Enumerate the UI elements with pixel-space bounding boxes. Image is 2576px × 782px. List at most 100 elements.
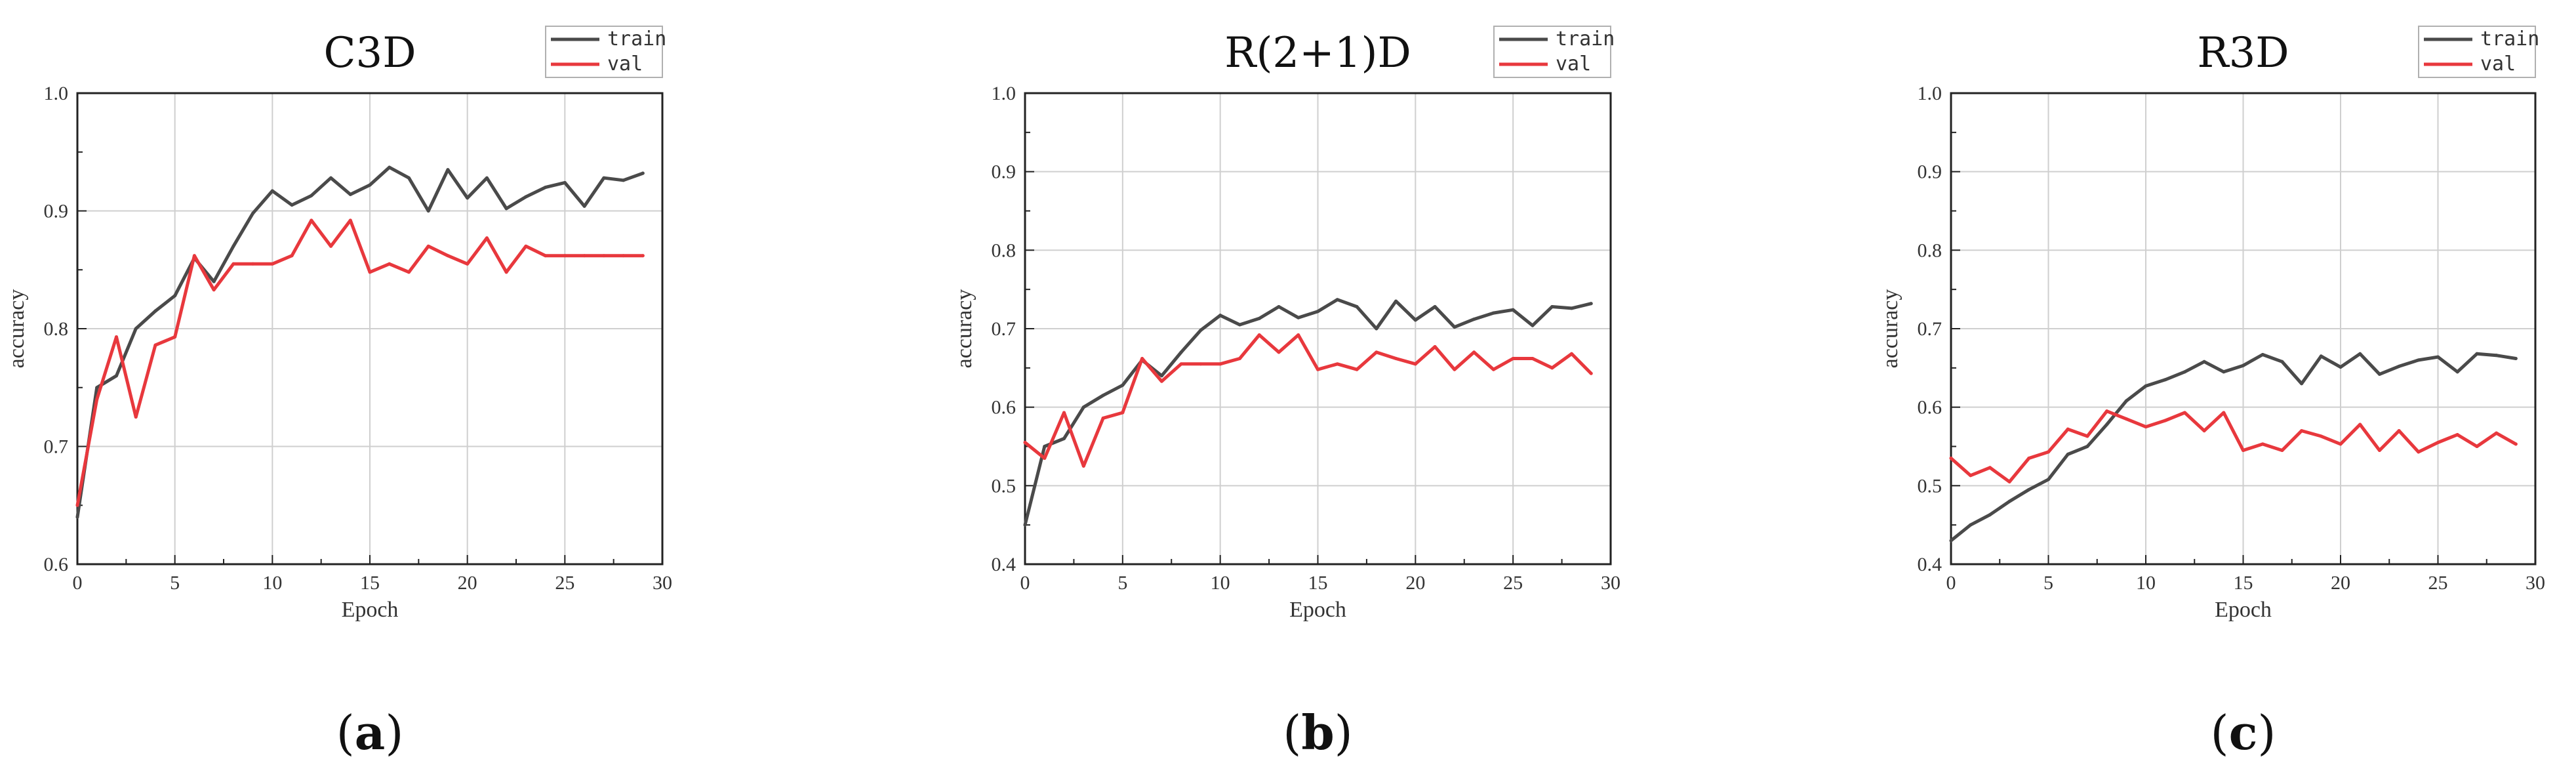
data-point-val: [2047, 450, 2050, 454]
data-point-train: [1218, 314, 1222, 318]
y-axis-label: accuracy: [5, 289, 29, 369]
data-point-train: [1179, 350, 1183, 354]
y-tick-label: 0.7: [992, 318, 1016, 340]
caption-open-paren: (: [2210, 705, 2228, 760]
series-line-val: [75, 218, 645, 507]
y-tick-label: 0.6: [44, 554, 69, 575]
data-point-val: [192, 254, 196, 258]
data-point-train: [134, 327, 138, 331]
data-point-val: [348, 218, 352, 222]
data-point-train: [641, 171, 645, 175]
data-point-val: [485, 236, 489, 240]
data-point-val: [1023, 441, 1027, 445]
data-point-val: [407, 270, 411, 274]
x-tick-label: 20: [1405, 572, 1425, 594]
x-tick-label: 0: [1020, 572, 1030, 594]
data-point-val: [1433, 345, 1437, 349]
data-point-train: [1949, 539, 1953, 543]
data-point-train: [251, 211, 255, 215]
data-point-val: [290, 254, 294, 258]
data-point-train: [1257, 316, 1261, 320]
data-point-train: [1121, 383, 1125, 387]
data-point-val: [2475, 445, 2479, 448]
chart-r3d: 0 5 10 15 20 25 30 0.4 0.5 0.6 0.7 0.8 0.9 1.0 Epoch ac…: [1878, 26, 2545, 760]
data-point-val: [2085, 434, 2089, 438]
chart-title: R(2+1)D: [1224, 29, 1411, 77]
y-tick-label: 0.6: [1918, 397, 1942, 419]
legend-box: [545, 26, 663, 78]
data-point-val: [2222, 411, 2226, 415]
caption-close-paren: ): [385, 705, 403, 760]
data-point-val: [1199, 362, 1203, 366]
data-point-val: [329, 244, 333, 248]
data-point-train: [2047, 478, 2050, 482]
data-point-val: [622, 254, 626, 258]
data-point-val: [75, 503, 79, 507]
data-point-val: [2066, 427, 2070, 431]
data-point-val: [2436, 441, 2440, 445]
data-point-train: [173, 294, 177, 298]
series-line-train: [1023, 298, 1593, 527]
data-point-train: [2280, 360, 2284, 363]
data-point-val: [504, 270, 508, 274]
data-point-val: [2377, 448, 2381, 452]
y-tick-label: 0.4: [1918, 554, 1942, 575]
data-point-val: [446, 254, 450, 258]
data-point-val: [1569, 352, 1573, 356]
data-point-train: [2397, 364, 2401, 368]
data-point-train: [2436, 355, 2440, 359]
data-point-train: [2222, 370, 2226, 374]
chart-title: R3D: [2197, 29, 2289, 77]
caption-letter: b: [1301, 705, 1334, 760]
data-point-train: [1511, 308, 1515, 312]
data-point-val: [2144, 425, 2148, 429]
data-point-train: [582, 204, 586, 208]
data-point-val: [2300, 429, 2304, 433]
data-point-val: [95, 398, 99, 401]
data-point-train: [153, 309, 157, 313]
data-point-val: [1081, 464, 1085, 468]
data-point-train: [2358, 352, 2362, 356]
x-tick-label: 15: [2234, 572, 2253, 594]
data-point-train: [485, 176, 489, 180]
data-point-val: [1413, 362, 1417, 366]
data-point-train: [1081, 405, 1085, 409]
data-point-train: [231, 244, 235, 248]
data-point-train: [504, 207, 508, 211]
data-point-val: [388, 262, 392, 266]
data-point-train: [310, 194, 313, 197]
data-point-train: [1375, 327, 1379, 331]
data-point-train: [1472, 318, 1476, 321]
x-tick-label: 20: [458, 572, 477, 594]
data-point-train: [2261, 352, 2264, 356]
y-axis-label: accuracy: [952, 289, 976, 369]
data-point-train: [2202, 360, 2206, 363]
data-point-train: [2514, 356, 2518, 360]
y-tick-label: 0.7: [1918, 318, 1942, 340]
chart-title: C3D: [324, 29, 416, 77]
data-point-train: [1297, 316, 1300, 319]
x-axis-label: Epoch: [2215, 598, 2272, 622]
x-tick-label: 0: [73, 572, 83, 594]
data-point-train: [407, 176, 411, 180]
x-tick-label: 30: [2526, 572, 2545, 594]
data-point-val: [2202, 429, 2206, 433]
data-point-val: [2124, 417, 2128, 421]
data-point-train: [1550, 304, 1554, 308]
data-point-train: [1453, 325, 1457, 329]
data-point-val: [1159, 379, 1163, 383]
legend-box: [1493, 26, 1611, 78]
data-point-train: [95, 386, 99, 390]
data-point-val: [524, 244, 528, 248]
data-point-val: [1453, 367, 1457, 371]
legend-label-train: train: [1556, 28, 1615, 51]
data-point-val: [2027, 456, 2031, 460]
data-point-train: [1043, 445, 1047, 448]
data-point-val: [251, 262, 255, 266]
data-point-train: [602, 176, 606, 180]
data-point-train: [2339, 365, 2343, 369]
y-tick-label: 0.9: [44, 201, 69, 222]
x-tick-label: 5: [2043, 572, 2053, 594]
y-tick-label: 0.8: [44, 318, 69, 340]
series-line-val: [1949, 409, 2518, 484]
